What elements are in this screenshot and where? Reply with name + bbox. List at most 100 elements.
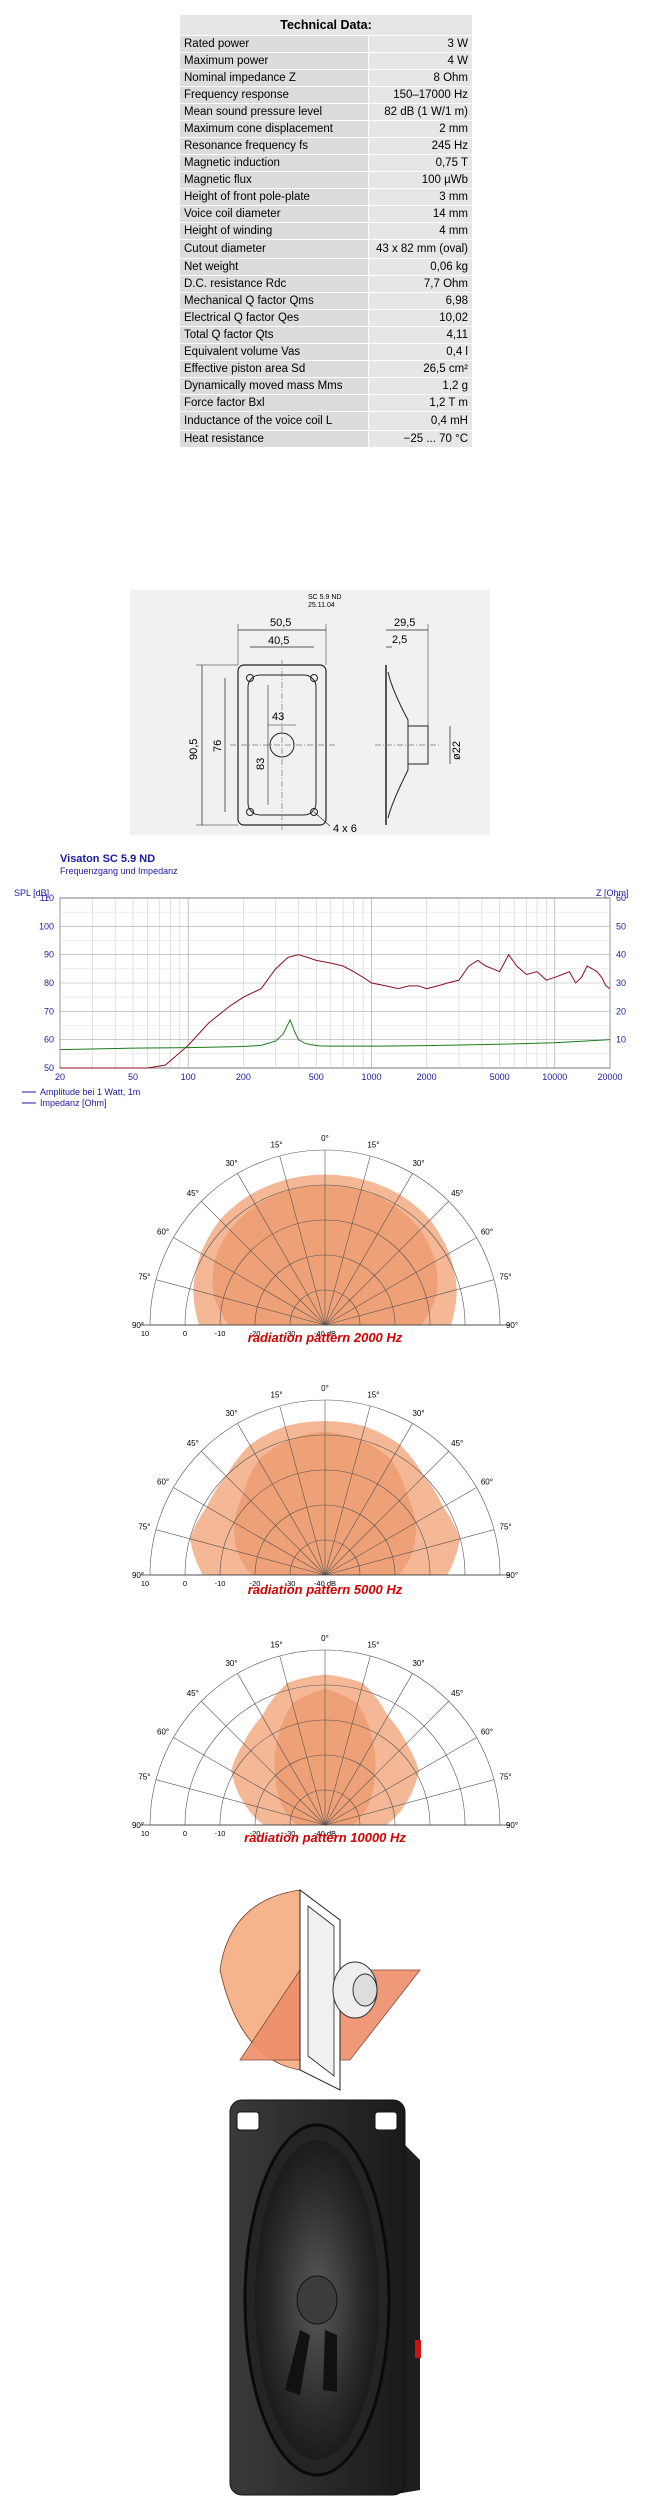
y-tick-label-left: 80: [44, 978, 54, 988]
polar-db-label: -10: [215, 1329, 226, 1338]
row-label: Maximum power: [180, 53, 369, 69]
polar-db-label: 10: [141, 1579, 149, 1588]
row-label: Effective piston area Sd: [180, 361, 369, 377]
dim-hole-spacing-y: 76: [212, 740, 224, 752]
polar-spoke: [324, 1423, 413, 1576]
polar-spoke: [324, 1673, 413, 1826]
polar-spoke: [324, 1529, 495, 1576]
polar-spoke: [173, 1487, 326, 1576]
radiation-3d-illustration: [219, 1889, 421, 2091]
row-label: Height of winding: [180, 223, 369, 239]
y-tick-label-right: 50: [616, 921, 626, 931]
x-tick-label: 20000: [597, 1072, 622, 1082]
polar-db-label: -40 dB: [314, 1829, 336, 1838]
chart-title: Visaton SC 5.9 ND: [60, 853, 155, 865]
polar-angle-label: 0°: [321, 1134, 329, 1143]
x-tick-label: 5000: [490, 1072, 510, 1082]
polar-db-label: -40 dB: [314, 1579, 336, 1588]
polar-angle-label: 75°: [500, 1273, 512, 1282]
y-axis-left-label: SPL [dB]: [14, 888, 49, 898]
dim-height-outer: 90,5: [188, 739, 200, 760]
polar-spoke: [324, 1173, 413, 1326]
table-row: Resonance frequency fs 245 Hz: [180, 137, 472, 154]
chart-subtitle: Frequenzgang und Impedanz: [60, 866, 178, 876]
y-tick-label-right: 40: [616, 950, 626, 960]
polar-db-label: -20: [250, 1829, 261, 1838]
polar-spoke: [279, 1405, 326, 1576]
polar-angle-label: 15°: [367, 1140, 379, 1149]
polar-spoke: [324, 1487, 477, 1576]
polar-angle-label: 0°: [321, 1384, 329, 1393]
row-value: 14 mm: [369, 206, 472, 222]
row-value: 26,5 cm²: [369, 361, 472, 377]
polar-plot-10000hz: 0°15° 15°30° 30°45° 45°60° 60°75° 75°90° 90°10…: [132, 1634, 518, 1838]
polar-angle-label: 90°: [132, 1321, 144, 1330]
polar-spoke: [324, 1737, 477, 1826]
table-row: Effective piston area Sd 26,5 cm²: [180, 360, 472, 377]
polar-spoke: [324, 1155, 371, 1326]
table-row: Magnetic induction 0,75 T: [180, 154, 472, 171]
row-value: 0,06 kg: [369, 259, 472, 275]
row-value: 4 mm: [369, 223, 472, 239]
y-tick-label-right: 30: [616, 978, 626, 988]
row-value: 0,75 T: [369, 155, 472, 171]
polar-spoke: [201, 1451, 326, 1576]
speaker-photo: [229, 2099, 421, 2496]
polar-caption-2000hz: radiation pattern 2000 Hz: [247, 1330, 403, 1345]
table-row: Net weight 0,06 kg: [180, 258, 472, 275]
polar-spoke: [237, 1173, 326, 1326]
polar-angle-label: 75°: [138, 1523, 150, 1532]
row-label: Voice coil diameter: [180, 206, 369, 222]
polar-angle-label: 90°: [506, 1571, 518, 1580]
polar-angle-label: 75°: [500, 1523, 512, 1532]
dim-holes: 4 x 6: [333, 823, 357, 835]
row-value: 0,4 l: [369, 344, 472, 360]
polar-spoke: [173, 1237, 326, 1326]
row-value: 2 mm: [369, 121, 472, 137]
row-value: 1,2 T m: [369, 395, 472, 411]
row-label: Total Q factor Qts: [180, 327, 369, 343]
y-tick-label-right: 20: [616, 1006, 626, 1016]
row-value: 8 Ohm: [369, 70, 472, 86]
x-tick-label: 10000: [542, 1072, 567, 1082]
mount-slot: [236, 2111, 260, 2131]
polar-angle-label: 15°: [367, 1640, 379, 1649]
polar-db-label: 0: [183, 1829, 187, 1838]
polar-spoke: [324, 1779, 495, 1826]
polar-db-label: -20: [250, 1579, 261, 1588]
y-axis-right-label: Z [Ohm]: [596, 888, 629, 898]
polar-db-label: -10: [215, 1579, 226, 1588]
frequency-response-chart: Visaton SC 5.9 ND Frequenzgang und Imped…: [14, 853, 629, 1108]
row-label: Equivalent volume Vas: [180, 344, 369, 360]
polar-spoke: [201, 1201, 326, 1326]
polar-angle-label: 75°: [138, 1273, 150, 1282]
x-tick-label: 2000: [417, 1072, 437, 1082]
polar-angle-label: 45°: [451, 1439, 463, 1448]
table-row: Equivalent volume Vas 0,4 l: [180, 343, 472, 360]
polar-angle-label: 60°: [481, 1228, 493, 1237]
row-value: 3 W: [369, 36, 472, 52]
polar-angle-label: 45°: [451, 1689, 463, 1698]
row-label: Nominal impedance Z: [180, 70, 369, 86]
y-tick-label-left: 90: [44, 950, 54, 960]
polar-angle-label: 60°: [157, 1228, 169, 1237]
polar-angle-label: 15°: [271, 1390, 283, 1399]
polar-plot-5000hz: 0°15° 15°30° 30°45° 45°60° 60°75° 75°90° 90°10…: [132, 1384, 518, 1588]
row-value: −25 ... 70 °C: [369, 431, 472, 447]
polar-spoke: [237, 1673, 326, 1826]
polar-caption-5000hz: radiation pattern 5000 Hz: [247, 1582, 403, 1597]
dim-flange: 2,5: [392, 634, 407, 646]
x-tick-label: 100: [181, 1072, 196, 1082]
table-row: Magnetic flux 100 µWb: [180, 171, 472, 188]
polar-caption-10000hz: radiation pattern 10000 Hz: [244, 1830, 406, 1845]
polar-angle-label: 30°: [225, 1159, 237, 1168]
polar-spoke: [324, 1701, 449, 1826]
polar-spoke: [155, 1279, 326, 1326]
y-tick-label-right: 10: [616, 1035, 626, 1045]
row-label: Resonance frequency fs: [180, 138, 369, 154]
technical-data-table: Technical Data: Rated power 3 W Maximum po…: [180, 15, 472, 447]
row-label: Magnetic flux: [180, 172, 369, 188]
polar-db-label: -10: [215, 1829, 226, 1838]
polar-angle-label: 45°: [187, 1439, 199, 1448]
